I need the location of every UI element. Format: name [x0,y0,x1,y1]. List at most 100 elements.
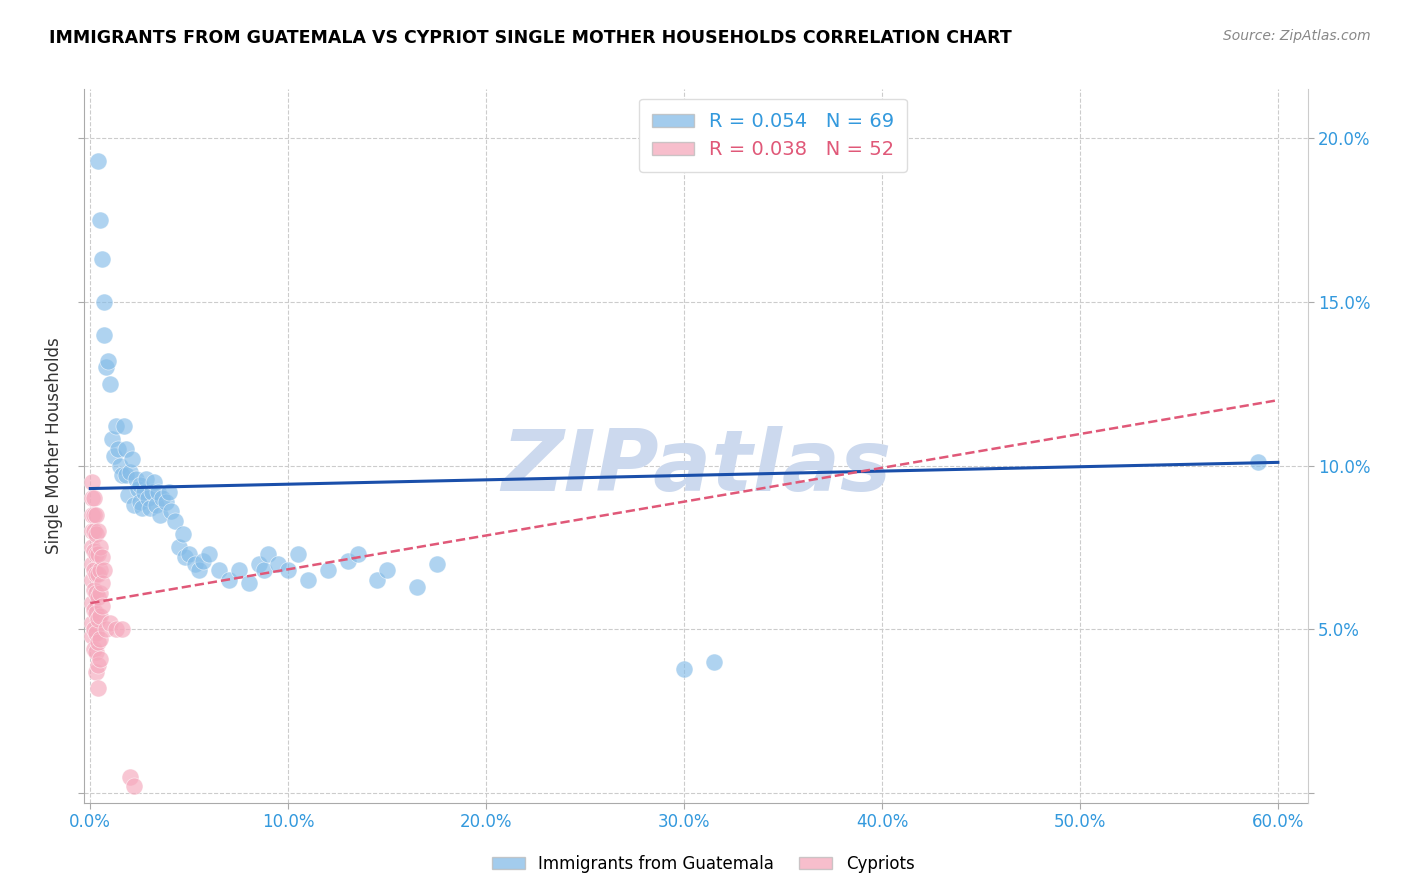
Point [83,642,105,657]
Point [150,491,173,506]
Point [87,681,110,696]
Point [145,498,167,512]
Point [93,295,115,310]
Point [83,524,105,538]
Point [83,582,105,597]
Point [97,354,120,368]
Point [84,645,107,659]
Point [82,541,104,555]
Point [127,482,149,496]
Point [218,573,240,587]
Point [179,547,201,561]
Point [277,563,299,577]
Point [101,433,124,447]
Point [122,780,145,794]
Text: Source: ZipAtlas.com: Source: ZipAtlas.com [1223,29,1371,43]
Point [87,154,110,169]
Point [98,376,121,391]
Point [228,563,250,577]
Point [82,524,104,538]
Point [91,599,114,614]
Point [93,563,115,577]
Point [89,213,111,227]
Point [131,501,153,516]
Point [118,465,141,479]
Point [115,442,138,457]
Point [128,494,150,508]
Point [115,468,138,483]
Point [125,472,148,486]
Point [84,625,107,640]
Point [673,662,696,676]
Point [287,547,309,561]
Point [155,494,177,508]
Point [89,652,111,666]
Point [247,557,270,571]
Point [148,508,170,522]
Point [83,491,105,506]
Point [132,484,155,499]
Point [84,547,107,561]
Point [135,472,157,486]
Point [105,623,128,637]
Point [84,586,107,600]
Point [87,524,110,538]
Point [198,547,221,561]
Point [91,576,114,591]
Point [253,563,276,577]
Point [84,508,107,522]
Point [82,491,104,506]
Point [160,504,183,518]
Point [174,550,197,565]
Point [89,563,111,577]
Text: IMMIGRANTS FROM GUATEMALA VS CYPRIOT SINGLE MOTHER HOUSEHOLDS CORRELATION CHART: IMMIGRANTS FROM GUATEMALA VS CYPRIOT SIN… [49,29,1012,46]
Point [346,547,368,561]
Point [146,484,169,499]
Point [118,770,141,784]
Legend: R = 0.054   N = 69, R = 0.038   N = 52: R = 0.054 N = 69, R = 0.038 N = 52 [640,99,907,172]
Point [82,629,104,643]
Point [83,602,105,616]
Point [336,553,359,567]
Point [83,508,105,522]
Point [82,475,104,489]
Point [375,563,398,577]
Y-axis label: Single Mother Households: Single Mother Households [45,338,63,554]
Point [82,557,104,571]
Point [108,458,131,473]
Point [82,615,104,630]
Point [122,498,145,512]
Point [112,419,135,434]
Point [366,573,388,587]
Point [138,501,160,516]
Point [111,468,134,483]
Point [297,573,319,587]
Point [87,566,110,581]
Point [91,252,114,267]
Point [136,491,159,506]
Point [83,543,105,558]
Point [87,547,110,561]
Point [426,557,449,571]
Point [93,327,115,342]
Point [89,632,111,647]
Point [141,484,163,499]
Point [159,484,181,499]
Point [84,665,107,679]
Point [238,576,260,591]
Point [103,449,125,463]
Text: ZIPatlas: ZIPatlas [501,425,891,509]
Point [82,596,104,610]
Point [111,623,134,637]
Point [406,580,429,594]
Point [184,557,207,571]
Point [188,563,211,577]
Point [142,475,165,489]
Point [84,566,107,581]
Point [172,527,194,541]
Point [89,609,111,624]
Point [105,419,128,434]
Point [84,527,107,541]
Point [89,541,111,555]
Point [91,550,114,565]
